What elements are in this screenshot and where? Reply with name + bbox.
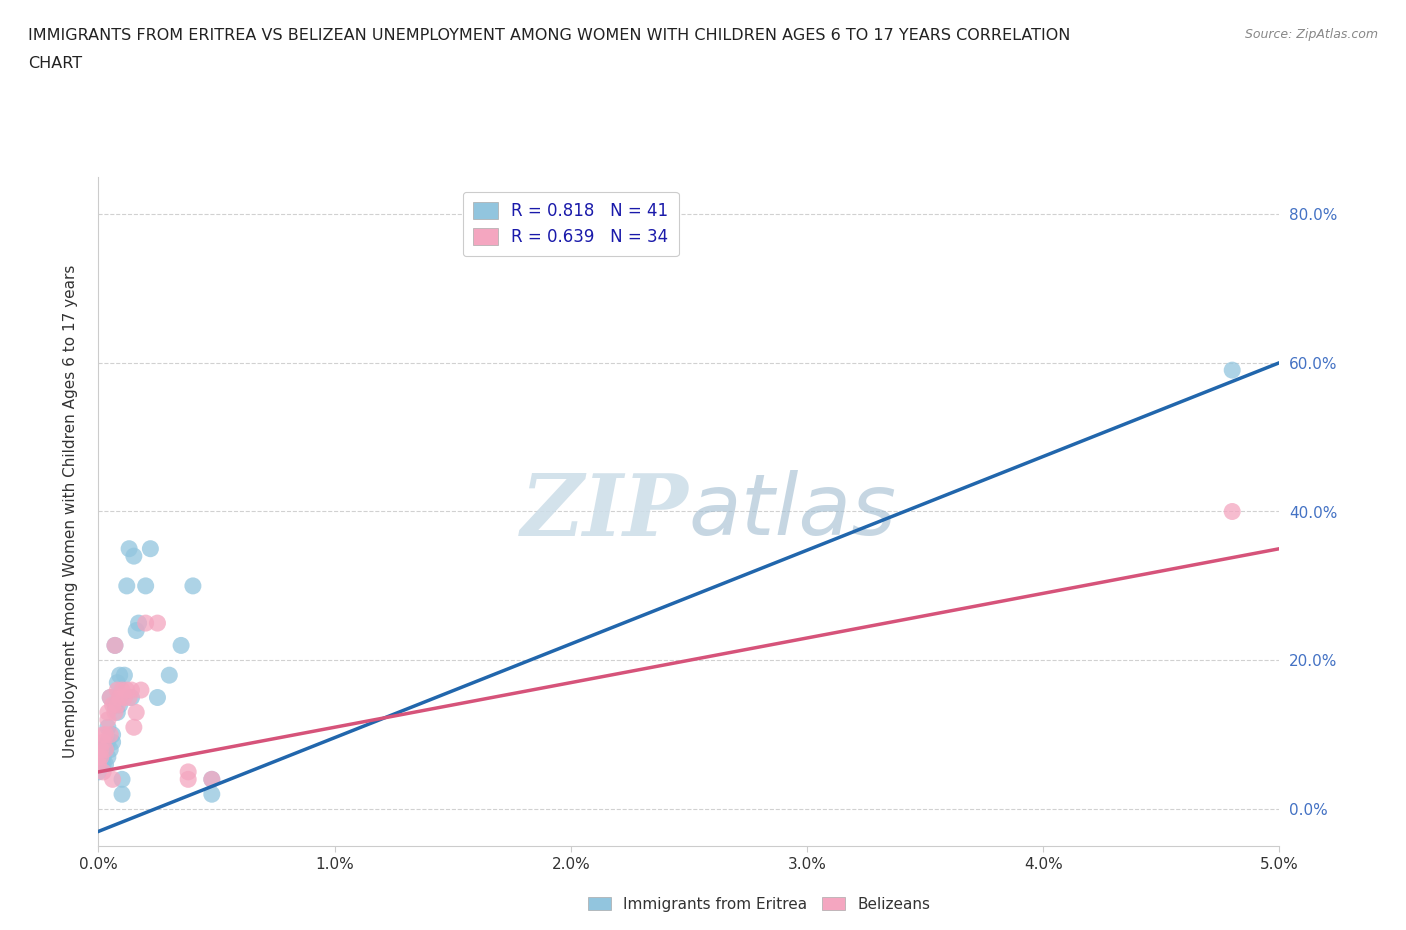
Point — [201, 772, 224, 787]
Point — [181, 578, 204, 593]
Point — [105, 675, 128, 690]
Point — [91, 750, 114, 764]
Point — [118, 541, 141, 556]
Point — [128, 616, 150, 631]
Point — [115, 683, 138, 698]
Point — [105, 698, 128, 712]
Point — [108, 690, 131, 705]
Point — [108, 698, 131, 712]
Point — [105, 683, 128, 698]
Point — [101, 727, 124, 742]
Point — [97, 705, 120, 720]
Point — [108, 668, 131, 683]
Y-axis label: Unemployment Among Women with Children Ages 6 to 17 years: Unemployment Among Women with Children A… — [63, 265, 77, 758]
Point — [121, 683, 143, 698]
Point — [122, 549, 145, 564]
Point — [129, 683, 152, 698]
Point — [97, 712, 120, 727]
Point — [111, 787, 134, 802]
Point — [104, 638, 127, 653]
Point — [112, 668, 135, 683]
Point — [105, 705, 128, 720]
Text: Source: ZipAtlas.com: Source: ZipAtlas.com — [1244, 28, 1378, 41]
Point — [87, 757, 110, 772]
Point — [139, 541, 162, 556]
Point — [122, 720, 145, 735]
Text: IMMIGRANTS FROM ERITREA VS BELIZEAN UNEMPLOYMENT AMONG WOMEN WITH CHILDREN AGES : IMMIGRANTS FROM ERITREA VS BELIZEAN UNEM… — [28, 28, 1070, 43]
Point — [87, 757, 110, 772]
Point — [111, 683, 134, 698]
Point — [111, 772, 134, 787]
Point — [118, 690, 141, 705]
Point — [98, 742, 121, 757]
Legend: Immigrants from Eritrea, Belizeans: Immigrants from Eritrea, Belizeans — [582, 890, 936, 918]
Point — [104, 698, 127, 712]
Point — [146, 690, 169, 705]
Point — [90, 742, 112, 757]
Point — [98, 690, 121, 705]
Point — [97, 750, 120, 764]
Point — [94, 727, 117, 742]
Point — [97, 720, 120, 735]
Point — [87, 750, 110, 764]
Point — [87, 764, 110, 779]
Point — [98, 727, 121, 742]
Point — [91, 742, 114, 757]
Point — [94, 757, 117, 772]
Point — [90, 750, 112, 764]
Point — [87, 750, 110, 764]
Legend: R = 0.818   N = 41, R = 0.639   N = 34: R = 0.818 N = 41, R = 0.639 N = 34 — [463, 192, 679, 257]
Text: atlas: atlas — [689, 470, 897, 553]
Point — [94, 742, 117, 757]
Point — [146, 616, 169, 631]
Point — [170, 638, 193, 653]
Point — [91, 727, 114, 742]
Point — [97, 735, 120, 750]
Point — [98, 690, 121, 705]
Point — [101, 698, 124, 712]
Point — [104, 705, 127, 720]
Point — [177, 772, 200, 787]
Point — [91, 757, 114, 772]
Point — [121, 690, 143, 705]
Point — [91, 735, 114, 750]
Point — [94, 742, 117, 757]
Point — [125, 705, 148, 720]
Point — [90, 750, 112, 764]
Point — [201, 787, 224, 802]
Point — [1220, 504, 1243, 519]
Point — [104, 638, 127, 653]
Point — [135, 616, 157, 631]
Text: CHART: CHART — [28, 56, 82, 71]
Point — [201, 772, 224, 787]
Point — [91, 764, 114, 779]
Point — [1220, 363, 1243, 378]
Point — [135, 578, 157, 593]
Point — [112, 690, 135, 705]
Point — [115, 578, 138, 593]
Point — [90, 742, 112, 757]
Text: ZIP: ZIP — [522, 470, 689, 553]
Point — [157, 668, 180, 683]
Point — [125, 623, 148, 638]
Point — [101, 772, 124, 787]
Point — [177, 764, 200, 779]
Point — [101, 735, 124, 750]
